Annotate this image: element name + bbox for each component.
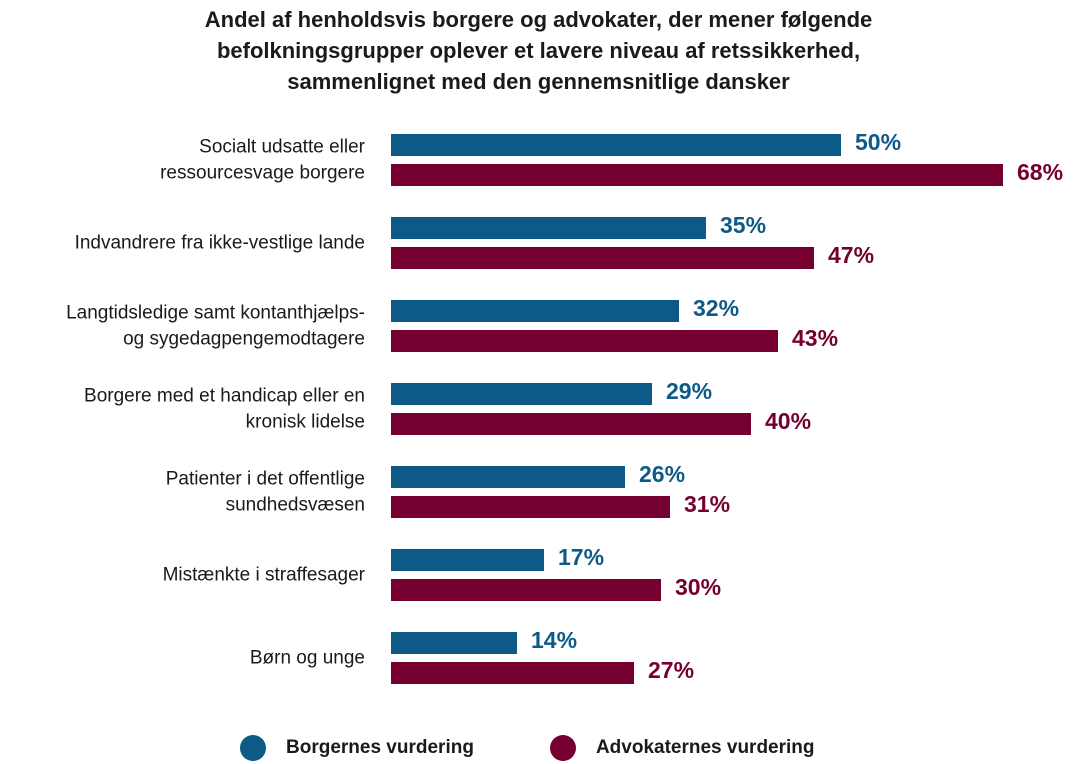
chart-title-line: befolkningsgrupper oplever et lavere niv… [216,38,861,63]
data-label: 50% [855,129,901,155]
bar-borgernes-vurdering [391,134,841,156]
category-label: Borgere med et handicap eller en [84,386,365,407]
legend-entry-borgernes-vurdering: Borgernes vurdering [240,735,474,761]
category-label: Patienter i det offentlige [166,469,365,490]
bar-borgernes-vurdering [391,549,544,571]
data-label: 29% [666,378,712,404]
bar-borgernes-vurdering [391,632,517,654]
legend-label: Advokaternes vurdering [595,737,815,758]
data-label: 30% [675,574,721,600]
legend: Borgernes vurdering Advokaternes vurderi… [240,733,891,763]
data-label: 47% [828,242,874,268]
category-label: kronisk lidelse [246,412,365,433]
data-label: 32% [693,295,739,321]
chart-title: Andel af henholdsvis borgere og advokate… [0,4,1077,97]
category-label: Børn og unge [250,648,365,669]
category-label: Socialt udsatte eller [199,137,365,158]
bar-advokaternes-vurdering [391,164,1003,186]
data-label: 31% [684,491,730,517]
category-label: Indvandrere fra ikke-vestlige lande [75,233,365,254]
category-label: og sygedagpengemodtagere [123,329,365,350]
bar-borgernes-vurdering [391,466,625,488]
data-label: 68% [1017,159,1063,185]
bar-borgernes-vurdering [391,217,706,239]
bar-advokaternes-vurdering [391,579,661,601]
data-label: 17% [558,544,604,570]
legend-entry-advokaternes-vurdering: Advokaternes vurdering [549,735,815,761]
data-label: 14% [531,627,577,653]
legend-label: Borgernes vurdering [286,737,474,758]
bar-advokaternes-vurdering [391,330,778,352]
data-label: 27% [648,657,694,683]
bar-advokaternes-vurdering [391,413,751,435]
legend-swatch-icon [240,735,266,761]
legend-swatch-icon [549,735,576,761]
bar-advokaternes-vurdering [391,496,670,518]
bar-borgernes-vurdering [391,383,652,405]
data-label: 35% [720,212,766,238]
bar-advokaternes-vurdering [391,247,814,269]
data-label: 40% [765,408,811,434]
chart-title-line: Andel af henholdsvis borgere og advokate… [204,7,873,32]
category-label: sundhedsvæsen [226,495,365,516]
bar-borgernes-vurdering [391,300,679,322]
data-label: 43% [792,325,838,351]
data-label: 26% [639,461,685,487]
chart-title-line: sammenlignet med den gennemsnitlige dans… [287,69,790,94]
bar-advokaternes-vurdering [391,662,634,684]
category-label: ressourcesvage borgere [160,163,365,184]
category-label: Langtidsledige samt kontanthjælps- [66,303,365,324]
category-label: Mistænkte i straffesager [163,565,366,586]
